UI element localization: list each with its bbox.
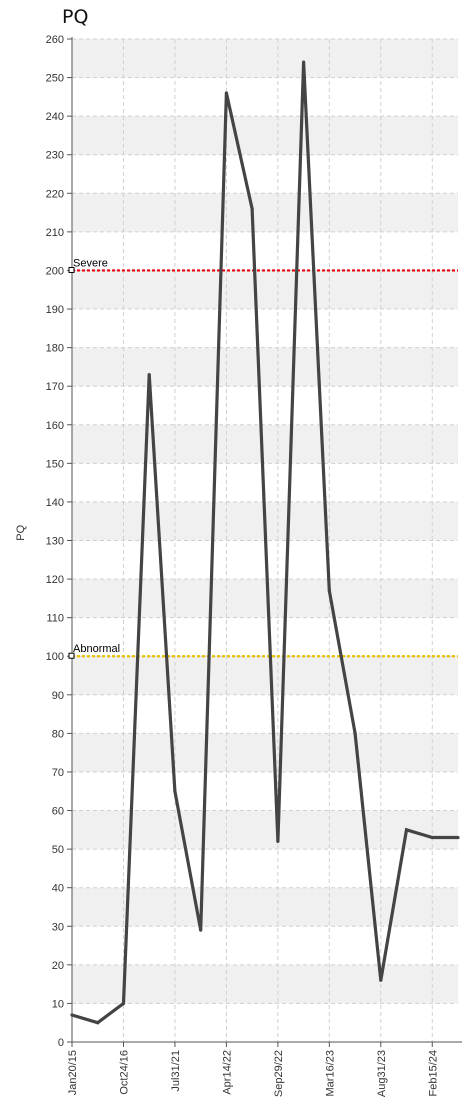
- y-tick-label: 110: [46, 613, 64, 625]
- x-tick-label: Apr14/22: [221, 1050, 233, 1095]
- grid-band: [72, 424, 458, 464]
- grid-band: [72, 39, 458, 78]
- y-tick-label: 220: [46, 188, 64, 200]
- y-tick-label: 100: [46, 651, 64, 663]
- y-tick-label: 80: [52, 728, 64, 740]
- y-tick-label: 190: [46, 304, 64, 316]
- data-point: [147, 373, 151, 377]
- data-point: [96, 1021, 100, 1025]
- x-tick-label: Oct24/16: [118, 1050, 130, 1095]
- chart-title: PQ: [62, 6, 89, 28]
- data-point: [70, 1013, 74, 1017]
- threshold-marker: [68, 266, 75, 273]
- y-tick-label: 180: [46, 343, 64, 355]
- y-tick-label: 60: [52, 806, 64, 818]
- grid-band: [72, 270, 458, 310]
- x-tick-label: Jan20/15: [67, 1050, 79, 1095]
- data-point: [456, 835, 460, 840]
- data-series: [70, 60, 460, 1025]
- axes: PQ: [15, 37, 462, 1047]
- threshold-label-abnormal: Abnormal: [73, 643, 120, 655]
- grid-band: [72, 193, 458, 232]
- data-point: [276, 839, 280, 844]
- threshold-lines: Severe Abnormal: [68, 257, 458, 659]
- y-tick-label: 30: [52, 921, 64, 933]
- y-tick-label: 120: [46, 574, 64, 586]
- y-tick-label: 20: [52, 960, 64, 972]
- y-tick-label: 150: [46, 458, 64, 470]
- grid-band: [72, 347, 458, 387]
- data-point: [353, 731, 357, 735]
- y-tick-label: 0: [58, 1037, 64, 1049]
- y-tick-label: 70: [52, 767, 64, 779]
- data-point: [327, 589, 331, 593]
- data-point: [302, 60, 306, 64]
- data-point: [404, 828, 409, 832]
- data-point: [121, 1001, 126, 1006]
- x-tick-label: Jul31/21: [170, 1050, 182, 1092]
- grid-band: [72, 579, 458, 618]
- y-tick-label: 50: [52, 844, 64, 856]
- data-point: [224, 91, 228, 95]
- grid-band: [72, 733, 458, 772]
- grid-band: [72, 964, 458, 1004]
- x-tick-label: Sep29/22: [273, 1050, 285, 1097]
- threshold-marker: [68, 652, 75, 659]
- y-tick-label: 140: [46, 497, 64, 509]
- grid-band: [72, 887, 458, 927]
- y-axis-title: PQ: [15, 524, 27, 540]
- x-tick-label: Feb15/24: [427, 1050, 439, 1096]
- x-tick-label: Mar16/23: [324, 1050, 336, 1096]
- y-tick-label: 200: [46, 265, 64, 277]
- y-tick-label: 170: [46, 381, 64, 393]
- y-tick-label: 130: [46, 536, 64, 548]
- data-point: [173, 789, 177, 793]
- data-point: [250, 207, 254, 211]
- grid-band: [72, 116, 458, 155]
- y-tick-label: 230: [46, 150, 64, 162]
- y-tick-label: 240: [46, 111, 64, 123]
- data-point: [379, 978, 383, 982]
- y-tick-label: 90: [52, 690, 64, 702]
- y-tick-label: 40: [52, 883, 64, 895]
- tick-labels: 0 10 20 30 40 50 60 70 80 90 100 110 120 130 140 150 160…: [46, 34, 440, 1097]
- data-point: [430, 835, 434, 840]
- y-tick-label: 250: [46, 73, 64, 85]
- series-line: [71, 62, 458, 1025]
- y-tick-label: 10: [52, 998, 64, 1010]
- x-tick-label: Aug31/23: [376, 1050, 388, 1097]
- grid-band: [72, 810, 458, 850]
- y-tick-label: 260: [46, 34, 64, 46]
- threshold-label-severe: Severe: [73, 257, 108, 269]
- grid-band: [72, 656, 458, 695]
- y-tick-label: 210: [46, 227, 64, 239]
- y-tick-label: 160: [46, 420, 64, 432]
- data-point: [199, 928, 203, 932]
